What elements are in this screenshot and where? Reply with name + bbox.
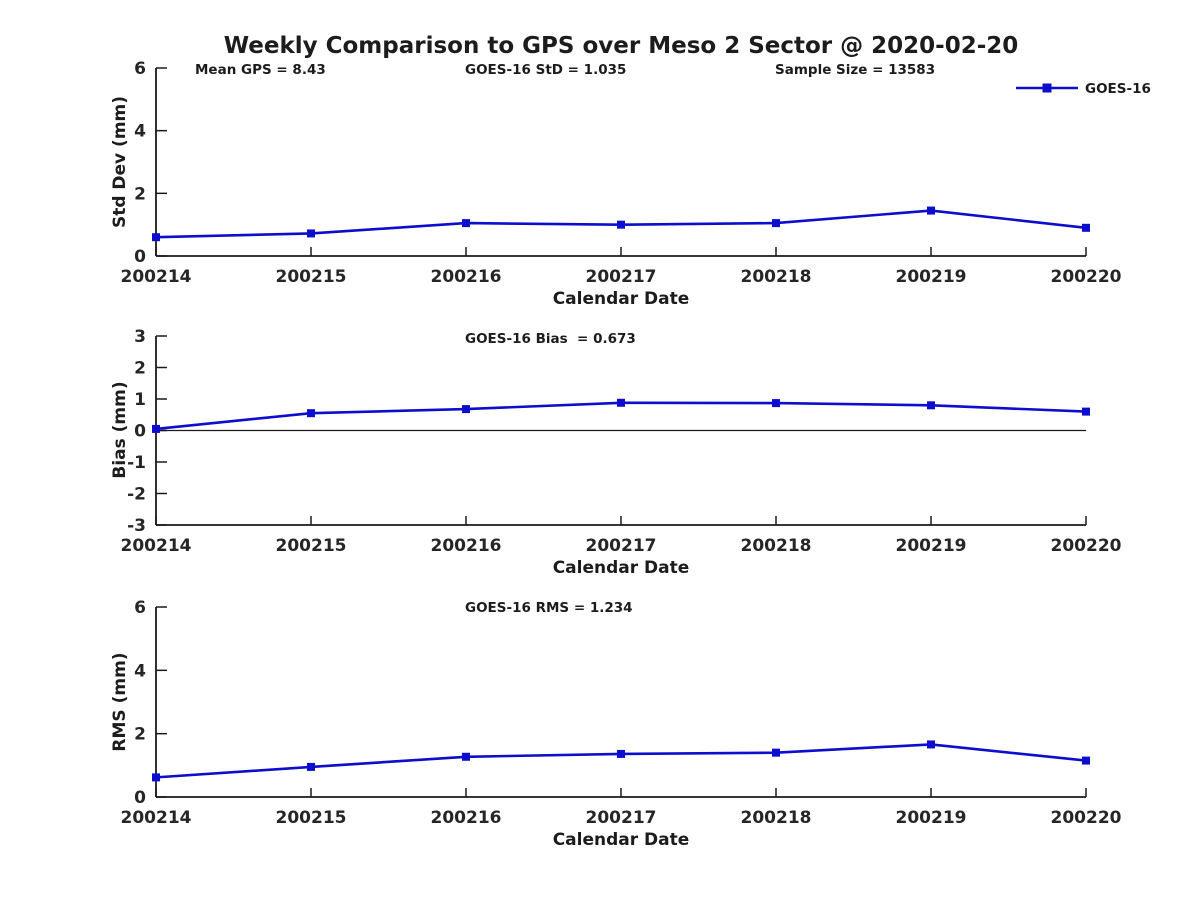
x-axis-label-bias: Calendar Date bbox=[553, 558, 690, 578]
data-point-marker bbox=[462, 405, 470, 414]
x-tick-label: 200216 bbox=[431, 536, 502, 556]
data-point-marker bbox=[927, 401, 935, 410]
x-tick-label: 200220 bbox=[1051, 536, 1122, 556]
x-tick-label: 200218 bbox=[741, 536, 812, 556]
legend: GOES-16 bbox=[1016, 81, 1151, 97]
data-point-marker bbox=[772, 399, 780, 408]
x-tick-label: 200217 bbox=[586, 267, 657, 287]
y-axis-label-rms: RMS (mm) bbox=[110, 652, 130, 751]
x-tick-label: 200219 bbox=[896, 536, 967, 556]
data-point-marker bbox=[1082, 756, 1090, 765]
y-tick-label: 2 bbox=[134, 359, 146, 379]
data-point-marker bbox=[152, 424, 160, 433]
subplot-rms: 0 2 4 6 200214 200215 200216 200217 200218 200219… bbox=[121, 598, 1122, 828]
series-line-goes-16 bbox=[155, 743, 1087, 779]
data-point-marker bbox=[617, 220, 625, 229]
y-tick-label: -1 bbox=[127, 453, 146, 473]
data-point-marker bbox=[462, 219, 470, 228]
data-point-marker bbox=[307, 229, 315, 238]
x-tick-label: 200215 bbox=[276, 808, 347, 828]
y-tick-label: 2 bbox=[134, 184, 146, 204]
x-tick-label: 200214 bbox=[121, 267, 192, 287]
data-point-marker bbox=[772, 219, 780, 228]
annotation-sample-size: Sample Size = 13583 bbox=[775, 62, 935, 78]
subplot-stddev: 0 2 4 6 200214 200215 200216 200217 200218 200219… bbox=[121, 59, 1122, 287]
y-axis-label-bias: Bias (mm) bbox=[110, 381, 130, 478]
data-point-marker bbox=[617, 749, 625, 758]
x-tick-label: 200217 bbox=[586, 536, 657, 556]
x-tick-label: 200219 bbox=[896, 808, 967, 828]
data-point-marker bbox=[307, 409, 315, 418]
annotation-goes16-bias: GOES-16 Bias = 0.673 bbox=[465, 331, 636, 347]
stat-annotations: Mean GPS = 8.43 GOES-16 StD = 1.035 Samp… bbox=[195, 62, 935, 78]
x-tick-label: 200214 bbox=[121, 536, 192, 556]
y-tick-label: 0 bbox=[134, 422, 146, 442]
legend-label: GOES-16 bbox=[1085, 81, 1151, 97]
annotation-goes16-std: GOES-16 StD = 1.035 bbox=[465, 62, 626, 78]
y-tick-label: 6 bbox=[134, 598, 146, 618]
y-tick-label: 0 bbox=[134, 788, 146, 808]
data-point-marker bbox=[152, 233, 160, 242]
y-tick-label: 2 bbox=[134, 725, 146, 745]
data-point-marker bbox=[307, 762, 315, 771]
data-point-marker bbox=[1082, 407, 1090, 416]
x-tick-label: 200218 bbox=[741, 808, 812, 828]
y-tick-label: -3 bbox=[127, 516, 146, 536]
y-axis-label-stddev: Std Dev (mm) bbox=[110, 96, 130, 228]
x-tick-label: 200214 bbox=[121, 808, 192, 828]
annotation-mean-gps: Mean GPS = 8.43 bbox=[195, 62, 326, 78]
x-tick-label: 200219 bbox=[896, 267, 967, 287]
x-tick-label: 200220 bbox=[1051, 808, 1122, 828]
annotation-goes16-rms: GOES-16 RMS = 1.234 bbox=[465, 600, 633, 616]
x-tick-label: 200216 bbox=[431, 808, 502, 828]
x-tick-label: 200216 bbox=[431, 267, 502, 287]
y-tick-label: 4 bbox=[134, 661, 146, 681]
y-tick-label: 1 bbox=[134, 390, 146, 410]
x-tick-label: 200215 bbox=[276, 267, 347, 287]
data-point-marker bbox=[772, 748, 780, 757]
data-point-marker bbox=[1082, 223, 1090, 232]
y-tick-label: 0 bbox=[134, 247, 146, 267]
figure-title: Weekly Comparison to GPS over Meso 2 Sec… bbox=[224, 33, 1019, 59]
data-point-marker bbox=[152, 773, 160, 782]
x-tick-label: 200217 bbox=[586, 808, 657, 828]
x-axis-label-rms: Calendar Date bbox=[553, 830, 690, 850]
x-tick-label: 200218 bbox=[741, 267, 812, 287]
legend-square-marker-icon bbox=[1042, 83, 1052, 93]
data-point-marker bbox=[927, 740, 935, 749]
y-tick-label: 6 bbox=[134, 59, 146, 79]
data-point-marker bbox=[927, 206, 935, 215]
y-tick-label: -2 bbox=[127, 485, 146, 505]
data-point-marker bbox=[462, 752, 470, 761]
subplot-bias: -3 -2 -1 0 1 2 3 200214 200215 200216 200217 200218… bbox=[121, 327, 1122, 556]
y-tick-label: 4 bbox=[134, 122, 146, 142]
x-axis-label-stddev: Calendar Date bbox=[553, 289, 690, 309]
y-tick-label: 3 bbox=[134, 327, 146, 347]
x-tick-label: 200215 bbox=[276, 536, 347, 556]
data-point-marker bbox=[617, 398, 625, 407]
x-tick-label: 200220 bbox=[1051, 267, 1122, 287]
